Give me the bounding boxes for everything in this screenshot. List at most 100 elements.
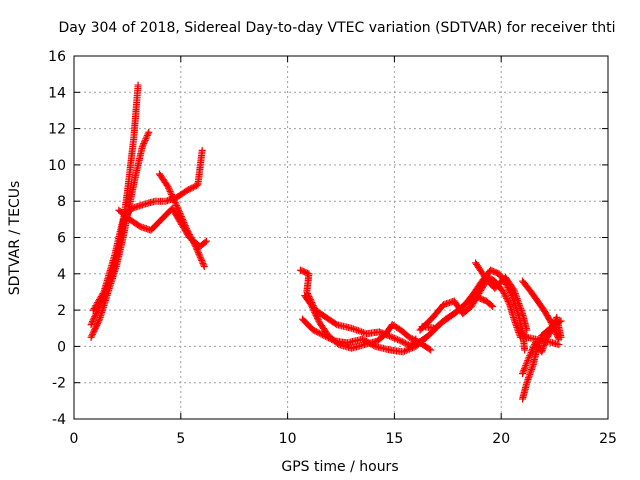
data-point — [554, 334, 562, 342]
y-tick-label: 0 — [57, 339, 66, 355]
data-point — [353, 326, 361, 334]
data-point — [553, 332, 561, 340]
data-point — [189, 238, 197, 246]
data-point — [183, 186, 191, 194]
data-point — [390, 334, 398, 342]
data-point — [331, 320, 339, 328]
data-point — [310, 307, 318, 315]
y-tick-label: 14 — [48, 85, 66, 101]
data-point — [174, 205, 182, 213]
data-point — [503, 294, 511, 302]
data-point — [307, 301, 315, 309]
data-point — [194, 249, 202, 257]
data-point — [519, 370, 527, 378]
data-point — [164, 183, 172, 191]
data-point — [522, 361, 530, 369]
data-point — [173, 203, 181, 211]
data-point — [552, 329, 560, 337]
data-point — [402, 346, 410, 354]
data-point — [551, 328, 559, 336]
data-point — [167, 189, 175, 197]
data-point — [389, 334, 397, 342]
data-point — [525, 353, 533, 361]
data-point — [510, 286, 518, 294]
data-point — [527, 348, 535, 356]
data-point — [318, 331, 326, 339]
data-point — [320, 332, 328, 340]
data-point — [515, 300, 523, 308]
data-point — [179, 215, 187, 223]
data-point — [359, 328, 367, 336]
data-point — [180, 219, 188, 227]
data-point — [548, 320, 556, 328]
data-point — [399, 348, 407, 356]
data-point — [387, 333, 395, 341]
data-point — [546, 317, 554, 325]
data-point — [89, 317, 97, 325]
data-point — [175, 206, 183, 214]
x-tick-label: 10 — [279, 431, 297, 447]
data-point — [142, 135, 150, 143]
data-point — [200, 263, 208, 271]
data-point — [500, 290, 508, 298]
y-tick-label: 4 — [57, 267, 66, 283]
data-point — [401, 339, 409, 347]
data-point — [303, 288, 311, 296]
data-point — [186, 185, 194, 193]
data-point — [549, 323, 557, 331]
data-point — [90, 327, 98, 335]
data-point — [88, 319, 96, 327]
data-point — [407, 344, 415, 352]
data-point — [313, 313, 321, 321]
data-point — [328, 335, 336, 343]
data-point — [329, 336, 337, 344]
data-point — [528, 347, 536, 355]
data-point — [311, 327, 319, 335]
data-point — [529, 345, 537, 353]
data-point — [309, 326, 317, 334]
data-point — [311, 310, 319, 318]
data-point — [410, 336, 418, 344]
data-point — [394, 336, 402, 344]
data-point — [199, 259, 207, 267]
data-point — [144, 130, 152, 138]
data-point — [163, 181, 171, 189]
data-point — [524, 355, 532, 363]
y-tick-label: 2 — [57, 303, 66, 319]
data-point — [358, 328, 366, 336]
data-point — [370, 342, 378, 350]
data-point — [194, 247, 202, 255]
data-point — [143, 131, 151, 139]
data-point — [386, 332, 394, 340]
data-point — [311, 308, 319, 316]
data-point — [409, 344, 417, 352]
data-point — [326, 335, 334, 343]
data-point — [517, 305, 525, 313]
data-point — [99, 289, 107, 297]
data-point — [193, 246, 201, 254]
data-point — [349, 325, 357, 333]
data-point — [521, 346, 529, 354]
data-point — [185, 229, 193, 237]
x-tick-label: 25 — [599, 431, 617, 447]
data-point — [403, 340, 411, 348]
y-tick-label: -2 — [52, 376, 66, 392]
data-point — [514, 296, 522, 304]
data-point — [138, 143, 146, 151]
chart-title: Day 304 of 2018, Sidereal Day-to-day VTE… — [59, 20, 616, 36]
data-point — [196, 253, 204, 261]
x-tick-label: 5 — [176, 431, 185, 447]
data-point — [356, 327, 364, 335]
data-point — [503, 296, 511, 304]
y-tick-label: 8 — [57, 194, 66, 210]
data-point — [404, 346, 412, 354]
data-point — [90, 314, 98, 322]
data-point — [509, 285, 517, 293]
data-point — [201, 238, 209, 246]
data-point — [87, 321, 95, 329]
data-point — [145, 128, 153, 136]
data-point — [551, 326, 559, 334]
data-point — [471, 295, 479, 303]
data-point — [523, 358, 531, 366]
